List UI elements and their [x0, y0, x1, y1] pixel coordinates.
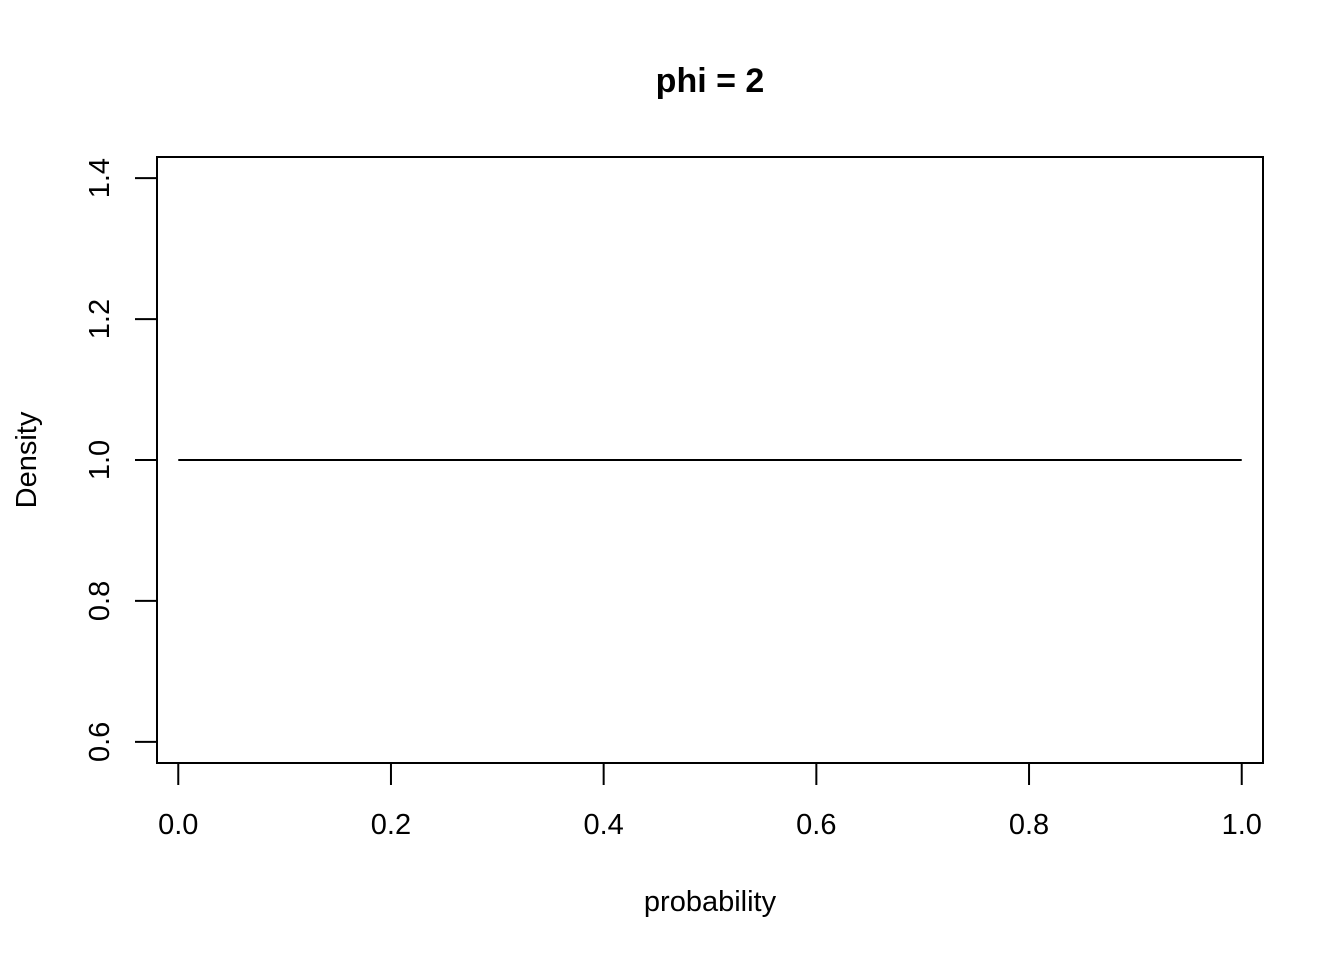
y-tick-label: 1.2	[84, 299, 116, 339]
y-tick-label: 1.0	[84, 440, 116, 480]
chart-title: phi = 2	[656, 62, 765, 100]
x-tick-label: 0.0	[158, 809, 198, 841]
x-tick-label: 0.4	[583, 809, 623, 841]
x-tick-label: 0.2	[371, 809, 411, 841]
y-axis-label: Density	[11, 411, 43, 508]
y-tick-label: 1.4	[84, 158, 116, 198]
x-tick-label: 0.6	[796, 809, 836, 841]
x-tick-label: 0.8	[1009, 809, 1049, 841]
y-axis: 0.6 0.8 1.0 1.2 1.4	[84, 158, 158, 762]
x-axis: 0.0 0.2 0.4 0.6 0.8 1.0	[158, 762, 1262, 841]
x-axis-label: probability	[644, 886, 777, 918]
y-tick-label: 0.8	[84, 581, 116, 621]
x-tick-label: 1.0	[1222, 809, 1262, 841]
y-tick-label: 0.6	[84, 722, 116, 762]
